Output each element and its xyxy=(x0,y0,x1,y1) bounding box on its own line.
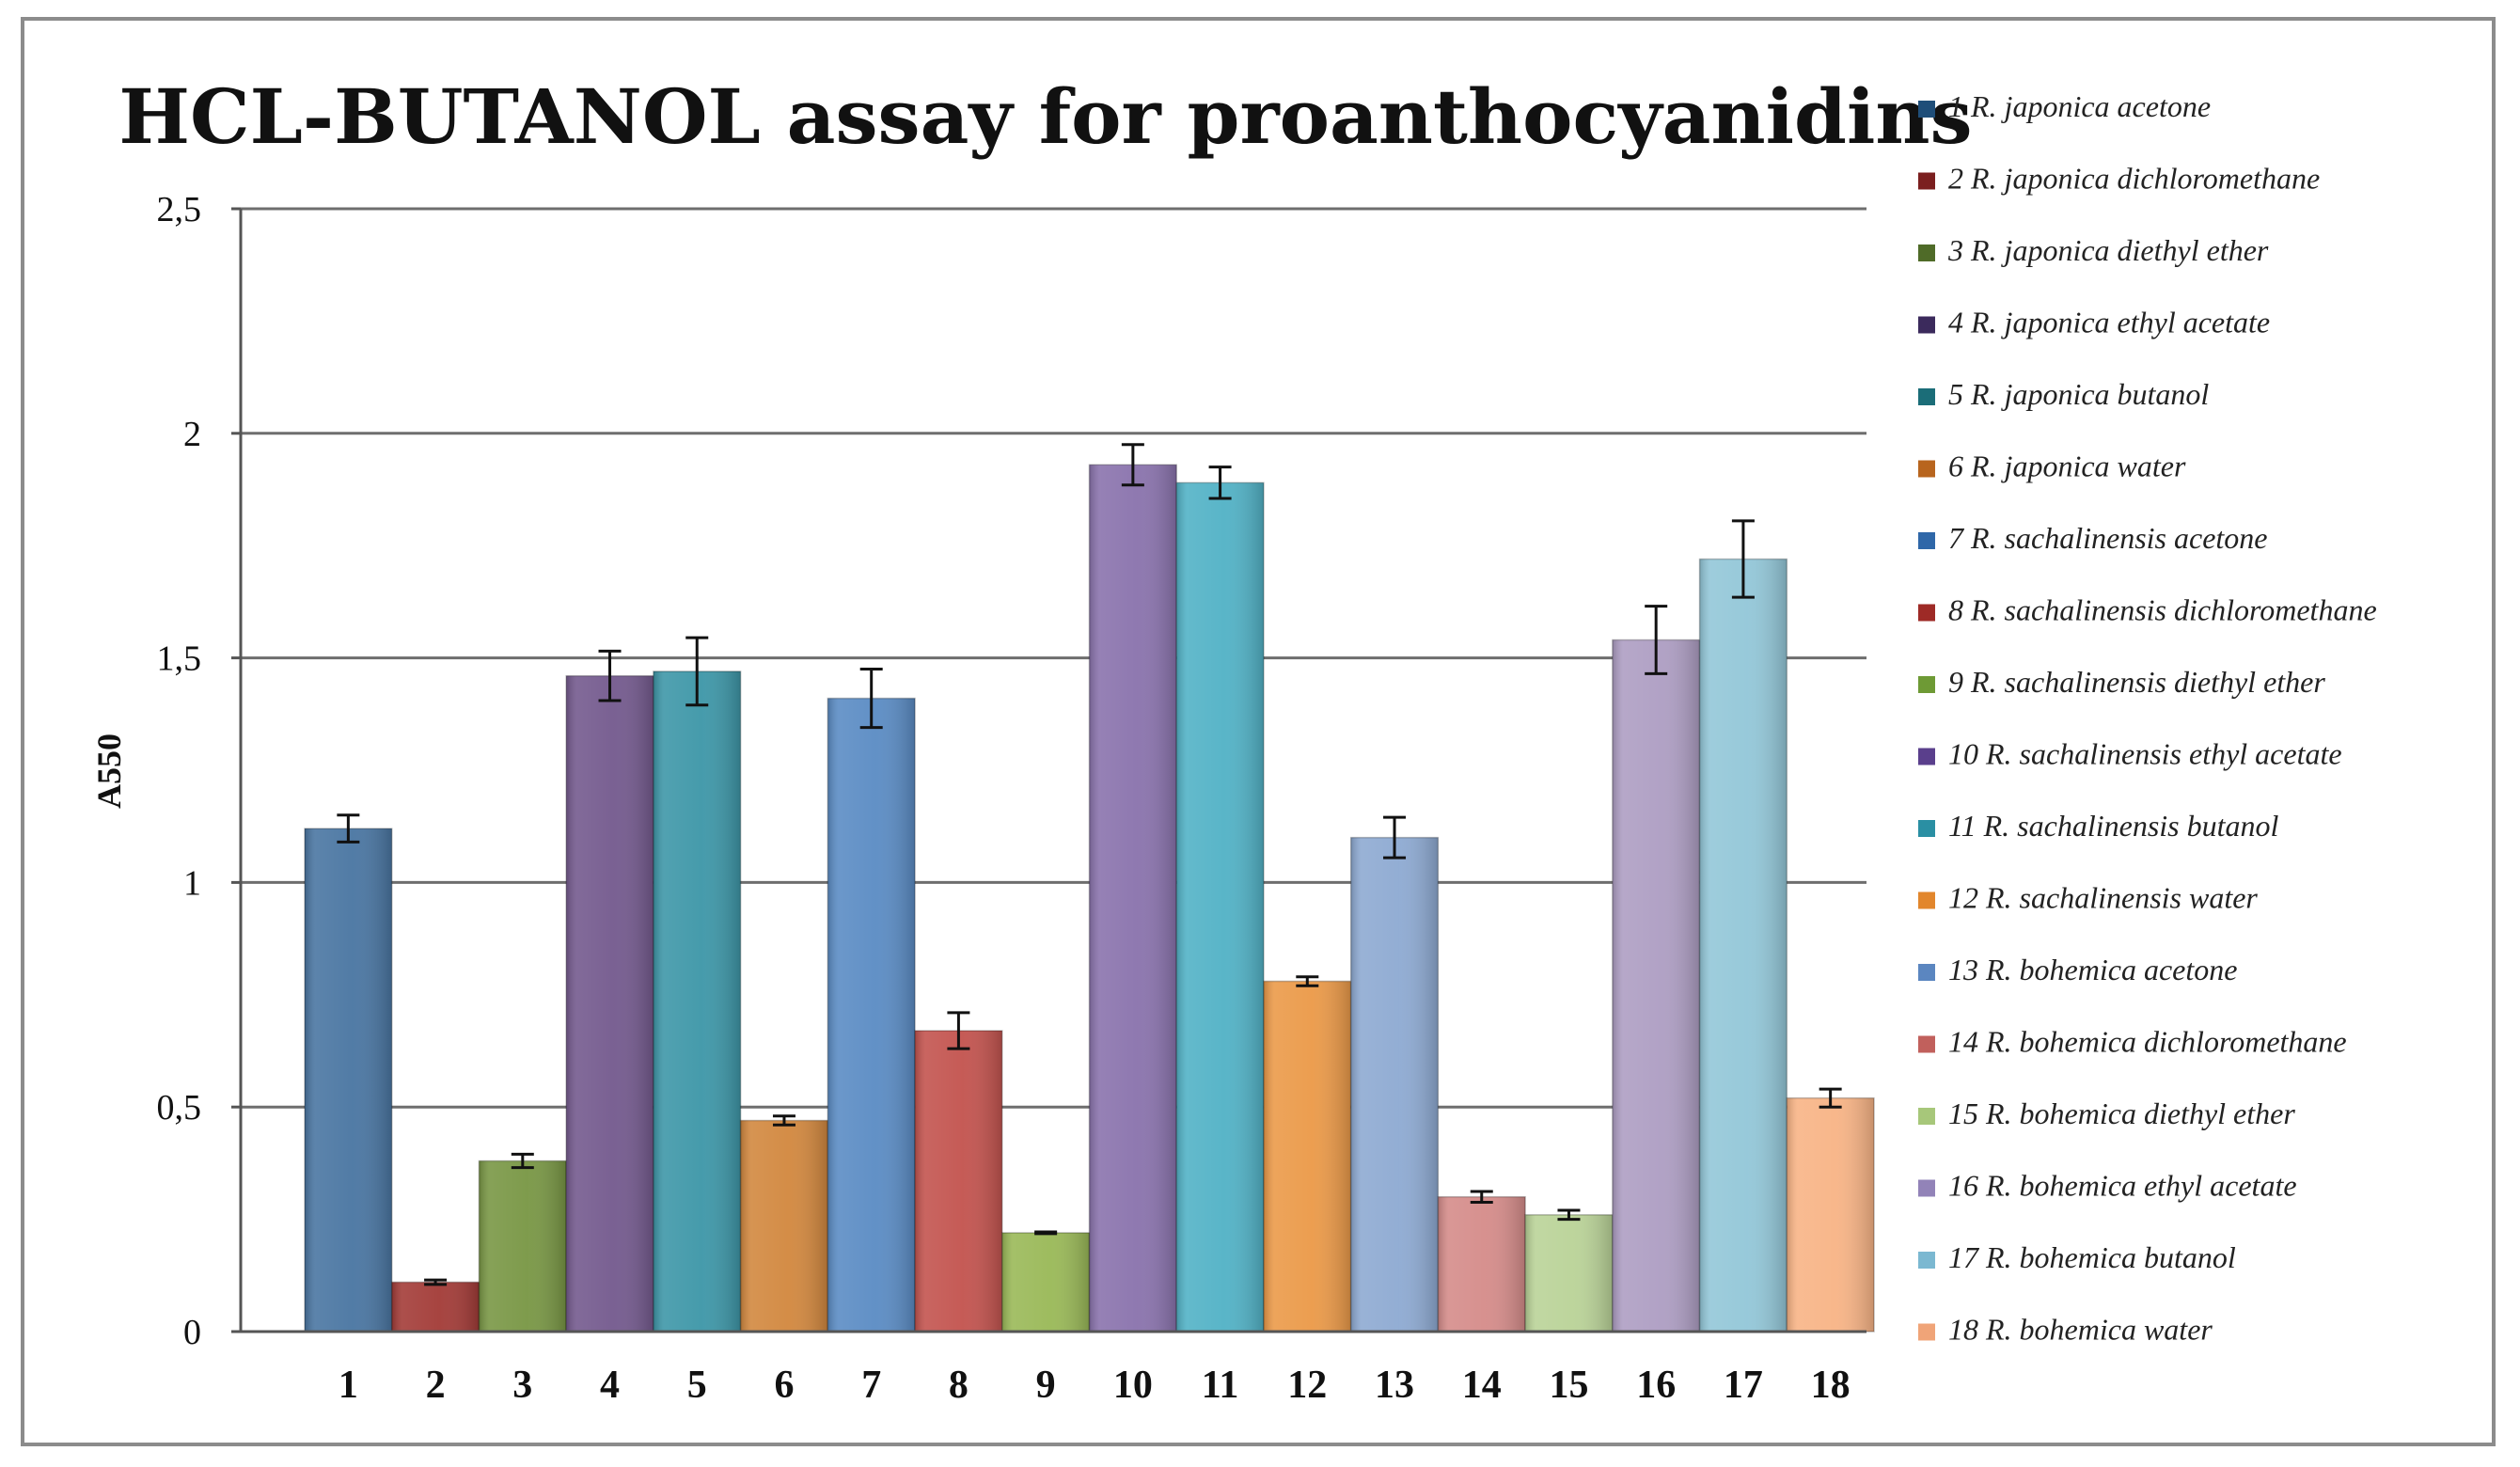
legend-swatch xyxy=(1918,460,1935,478)
legend-item-label: 8 R. sachalinensis dichloromethane xyxy=(1948,593,2377,627)
x-tick-label: 18 xyxy=(1811,1364,1851,1407)
x-tick-label: 9 xyxy=(1036,1364,1056,1407)
legend-item-label: 4 R. japonica ethyl acetate xyxy=(1948,306,2270,339)
bar-shading-18 xyxy=(1786,1096,1875,1333)
legend-item-label: 9 R. sachalinensis diethyl ether xyxy=(1948,665,2325,699)
y-tick-label: 0,5 xyxy=(157,1088,202,1128)
legend-swatch xyxy=(1918,101,1935,118)
legend-item-label: 11 R. sachalinensis butanol xyxy=(1948,809,2279,843)
legend-swatch xyxy=(1918,1035,1935,1053)
legend-swatch xyxy=(1918,172,1935,190)
bar-shading-14 xyxy=(1437,1195,1526,1333)
gridlines xyxy=(241,207,1866,1109)
x-tick-label: 4 xyxy=(600,1364,620,1407)
y-tick-label: 1,5 xyxy=(157,639,202,679)
bar-shading-2 xyxy=(390,1281,480,1333)
legend-item-label: 3 R. japonica diethyl ether xyxy=(1947,233,2269,267)
legend-item-label: 14 R. bohemica dichloromethane xyxy=(1948,1025,2347,1059)
y-axis-ticks: 0 0,5 1 1,5 2 2,5 xyxy=(157,190,241,1352)
bar-shading-12 xyxy=(1263,980,1352,1333)
legend-swatch xyxy=(1918,316,1935,334)
x-tick-label: 14 xyxy=(1462,1364,1502,1407)
legend-item-label: 17 R. bohemica butanol xyxy=(1948,1240,2236,1274)
legend-item-label: 5 R. japonica butanol xyxy=(1948,377,2209,411)
bar-shading-4 xyxy=(565,674,654,1333)
legend-item-label: 12 R. sachalinensis water xyxy=(1948,881,2258,915)
bar-shading-1 xyxy=(304,828,393,1333)
legend-swatch xyxy=(1918,1323,1935,1341)
bar-shading-17 xyxy=(1698,558,1788,1333)
legend-item-label: 16 R. bohemica ethyl acetate xyxy=(1948,1169,2297,1203)
legend-item-label: 10 R. sachalinensis ethyl acetate xyxy=(1948,737,2342,771)
x-tick-label: 3 xyxy=(512,1364,532,1407)
x-axis-ticks: 1 2 3 4 5 6 7 8 9 10 11 12 13 14 15 16 17 18 xyxy=(339,1364,1851,1407)
legend-item-label: 6 R. japonica water xyxy=(1948,450,2186,483)
legend-swatch xyxy=(1918,820,1935,837)
legend-swatch xyxy=(1918,1108,1935,1125)
legend-item-label: 13 R. bohemica acetone xyxy=(1948,953,2237,986)
bar-shading-8 xyxy=(914,1030,1003,1333)
legend-swatch xyxy=(1918,891,1935,909)
legend-item-label: 2 R. japonica dichloromethane xyxy=(1948,162,2320,196)
legend-swatch xyxy=(1918,1179,1935,1197)
y-tick-label: 1 xyxy=(183,863,201,903)
legend-swatch xyxy=(1918,604,1935,622)
legend-swatch xyxy=(1918,1252,1935,1269)
bar-shading-13 xyxy=(1349,836,1440,1333)
bar-shading-10 xyxy=(1088,464,1177,1333)
legend: 1 R. japonica acetone 2 R. japonica dichl… xyxy=(1918,89,2377,1347)
x-tick-label: 2 xyxy=(426,1364,446,1407)
x-tick-label: 1 xyxy=(339,1364,358,1407)
legend-item-label: 7 R. sachalinensis acetone xyxy=(1948,521,2267,555)
bars xyxy=(304,464,1875,1333)
bar-shading-9 xyxy=(1001,1232,1091,1333)
y-tick-label: 2 xyxy=(183,415,201,454)
x-tick-label: 5 xyxy=(687,1364,707,1407)
legend-swatch xyxy=(1918,244,1935,261)
chart-title: HCL-BUTANOL assay for proanthocyanidins xyxy=(118,72,1972,161)
legend-item-label: 18 R. bohemica water xyxy=(1948,1313,2213,1347)
x-tick-label: 8 xyxy=(949,1364,969,1407)
bar-shading-16 xyxy=(1612,639,1701,1333)
x-tick-label: 11 xyxy=(1202,1364,1239,1407)
x-tick-label: 13 xyxy=(1375,1364,1414,1407)
legend-item-label: 15 R. bohemica diethyl ether xyxy=(1948,1096,2295,1130)
x-tick-label: 7 xyxy=(861,1364,881,1407)
x-tick-label: 17 xyxy=(1724,1364,1763,1407)
bar-shading-3 xyxy=(478,1159,567,1333)
legend-swatch xyxy=(1918,748,1935,765)
x-tick-label: 12 xyxy=(1287,1364,1327,1407)
bar-shading-5 xyxy=(653,670,742,1333)
y-tick-label: 0 xyxy=(183,1313,201,1352)
error-bars xyxy=(337,443,1842,1286)
y-tick-label: 2,5 xyxy=(157,190,202,229)
legend-swatch xyxy=(1918,388,1935,405)
bar-shading-6 xyxy=(739,1119,829,1333)
bar-shading-11 xyxy=(1175,481,1265,1333)
x-tick-label: 15 xyxy=(1549,1364,1588,1407)
bar-shading-15 xyxy=(1524,1214,1614,1333)
legend-item-label: 1 R. japonica acetone xyxy=(1948,89,2211,123)
bar-shading-7 xyxy=(827,697,916,1333)
legend-swatch xyxy=(1918,964,1935,981)
x-tick-label: 6 xyxy=(774,1364,794,1407)
x-tick-label: 16 xyxy=(1636,1364,1676,1407)
legend-swatch xyxy=(1918,676,1935,693)
y-axis-label: A550 xyxy=(90,734,128,809)
axes xyxy=(239,209,1866,1333)
legend-swatch xyxy=(1918,532,1935,549)
x-tick-label: 10 xyxy=(1113,1364,1153,1407)
